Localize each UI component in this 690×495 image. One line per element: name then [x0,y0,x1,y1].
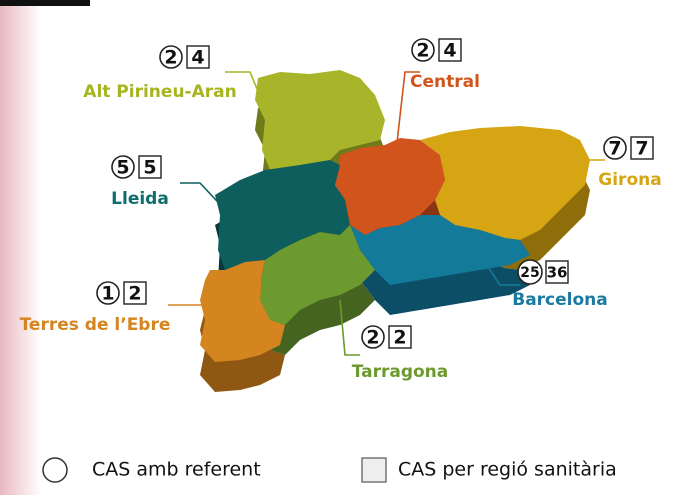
region-alt-pirineu [255,70,385,170]
circle-count: 7 [608,138,621,160]
region-central [335,138,445,235]
region-name: Girona [598,170,661,190]
box-badge [438,38,462,62]
box-badge [545,260,569,284]
legend-circle [42,457,68,483]
box-count: 5 [143,157,156,179]
region-girona [420,126,590,240]
circle-count: 2 [164,47,177,69]
top-bar [0,0,90,6]
circle-badge [517,259,543,285]
box-badge [630,136,654,160]
box-count: 7 [635,138,648,160]
box-badge [388,325,412,349]
region-name: Lleida [111,189,169,209]
circle-count: 2 [366,327,379,349]
circle-count: 25 [520,265,539,281]
box-badge [138,155,162,179]
box-badge [123,281,147,305]
circle-badge [159,45,183,69]
box-badge [186,45,210,69]
circle-badge [111,155,135,179]
circle-badge [96,281,120,305]
region-name: Alt Pirineu-Aran [83,82,236,102]
region-name: Barcelona [512,290,608,310]
region-name: Central [410,72,480,92]
legend-box [361,457,387,483]
circle-badge [603,136,627,160]
region-name: Tarragona [352,362,449,382]
circle-count: 5 [116,157,129,179]
box-count: 36 [547,264,568,282]
region-name: Terres de l’Ebre [20,315,171,335]
circle-count: 1 [101,283,114,305]
box-count: 2 [393,327,406,349]
circle-badge [361,325,385,349]
box-count: 4 [443,40,456,62]
box-count: 2 [128,283,141,305]
legend: CAS amb referent CAS per regió sanitària [42,457,617,483]
legend-box-label: CAS per regió sanitària [398,459,617,481]
box-count: 4 [191,47,204,69]
circle-badge [411,38,435,62]
region-ebre [200,260,285,362]
circle-count: 2 [416,40,429,62]
region-barcelona [350,215,530,285]
region-tarragona [260,225,375,325]
region-lleida [215,160,350,270]
leader-lines [168,71,605,356]
legend-circle-label: CAS amb referent [92,459,261,481]
